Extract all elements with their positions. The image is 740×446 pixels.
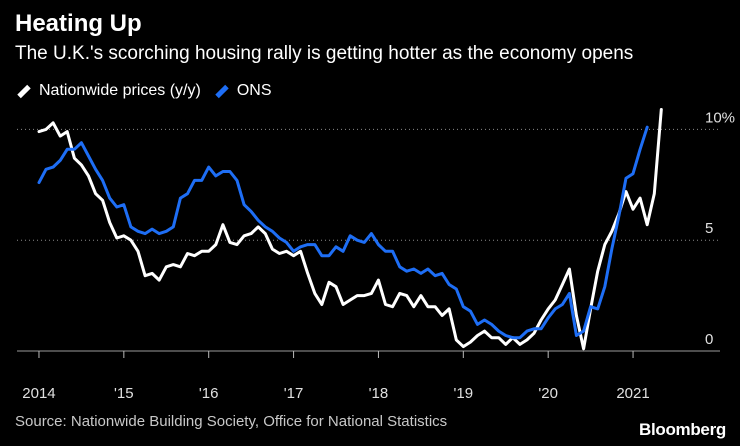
chart-subtitle: The U.K.'s scorching housing rally is ge… xyxy=(15,43,634,64)
x-tick-label-2017: '17 xyxy=(284,385,304,402)
x-tick-label-2014: 2014 xyxy=(22,385,55,402)
legend-item-nationwide: Nationwide prices (y/y) xyxy=(17,82,201,100)
legend-label-ons: ONS xyxy=(236,82,272,99)
legend-label-nationwide: Nationwide prices (y/y) xyxy=(39,82,201,99)
legend: Nationwide prices (y/y) ONS xyxy=(17,82,286,100)
x-tick-label-2018: '18 xyxy=(369,385,389,402)
bloomberg-logo: Bloomberg xyxy=(638,420,726,439)
x-tick-label-2016: '16 xyxy=(199,385,219,402)
y-tick-label-5: 5 xyxy=(705,220,713,237)
legend-item-ons: ONS xyxy=(215,82,272,100)
x-tick-label-2021: 2021 xyxy=(616,385,649,402)
source-note: Source: Nationwide Building Society, Off… xyxy=(15,413,448,430)
x-tick-label-2020: '20 xyxy=(538,385,558,402)
y-tick-label-0: 0 xyxy=(705,331,713,348)
chart-title: Heating Up xyxy=(15,10,142,37)
y-tick-label-10: 10% xyxy=(705,109,735,126)
series-line-ons xyxy=(37,125,649,340)
x-tick-label-2019: '19 xyxy=(454,385,474,402)
series-line-nationwide xyxy=(37,108,663,351)
x-tick-label-2015: '15 xyxy=(114,385,134,402)
